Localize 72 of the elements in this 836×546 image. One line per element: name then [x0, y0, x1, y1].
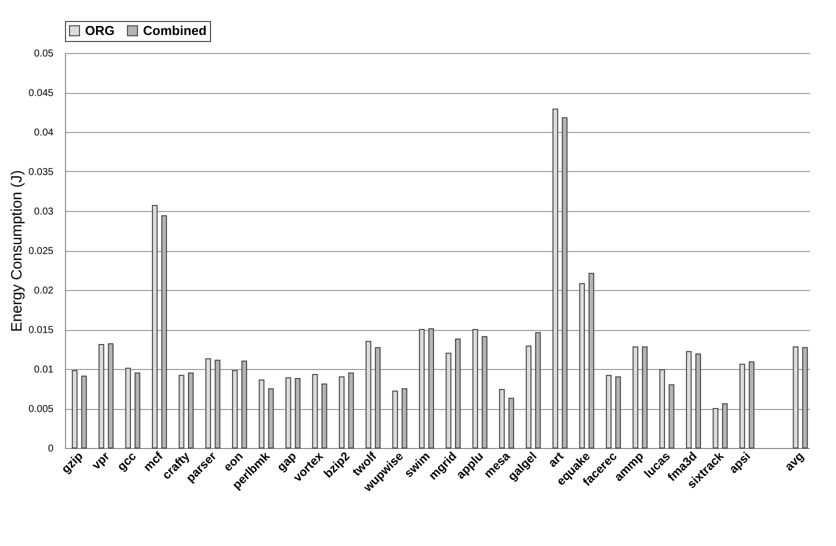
bar	[258, 380, 264, 448]
bar	[659, 369, 665, 448]
bar	[695, 353, 702, 448]
bar	[161, 215, 167, 448]
bar	[552, 108, 558, 448]
bar	[535, 332, 541, 448]
bar	[178, 374, 184, 448]
y-tick-label: 0.035	[28, 167, 54, 178]
x-tick-label: vpr	[89, 448, 112, 472]
bar	[606, 374, 612, 448]
y-axis-title: Energy Consumption (J)	[8, 170, 26, 332]
bar	[428, 328, 434, 448]
y-tick-label: 0.045	[28, 88, 54, 99]
bar	[615, 376, 621, 448]
bar	[686, 351, 692, 448]
bar	[285, 377, 292, 448]
bar	[134, 372, 140, 448]
bar	[642, 346, 648, 448]
bar	[499, 389, 505, 448]
y-tick-label: 0.01	[34, 364, 54, 376]
x-tick-label: gap	[274, 449, 300, 474]
bar	[268, 388, 274, 448]
bar	[366, 340, 372, 448]
bar	[712, 408, 718, 448]
bar	[588, 272, 594, 448]
bar	[312, 374, 318, 448]
bar	[472, 329, 478, 448]
bar	[152, 204, 158, 448]
bar	[418, 329, 425, 448]
bar	[205, 358, 212, 448]
bar	[632, 346, 638, 448]
bar	[748, 361, 754, 448]
bar	[508, 398, 514, 448]
bar	[374, 347, 381, 448]
bar	[668, 384, 674, 448]
bar	[98, 344, 104, 448]
bar	[455, 338, 461, 448]
bar	[214, 360, 220, 448]
bar	[526, 346, 532, 448]
bar	[125, 368, 131, 448]
bar	[338, 376, 345, 448]
legend-label: Combined	[143, 22, 207, 38]
y-tick-label: 0.005	[28, 404, 54, 415]
y-tick-label: 0.04	[34, 128, 54, 138]
y-tick-label: 0.015	[28, 325, 54, 336]
bar	[322, 384, 328, 448]
bar	[392, 390, 398, 448]
bar	[108, 343, 114, 448]
bar	[402, 388, 408, 448]
bar	[188, 372, 194, 448]
legend-label: ORG	[85, 22, 115, 38]
bar	[722, 403, 728, 448]
bar	[739, 364, 746, 448]
bar	[482, 336, 488, 448]
bar	[72, 370, 78, 448]
y-tick-label: 0.05	[34, 48, 54, 60]
bar	[348, 372, 354, 448]
y-tick-label: 0.02	[34, 286, 54, 296]
bar	[81, 376, 87, 448]
y-tick-label: 0	[48, 444, 54, 454]
y-tick-label: 0.03	[34, 206, 54, 218]
x-tick-label: avg	[782, 449, 806, 474]
bar	[792, 346, 798, 448]
bar	[562, 117, 568, 448]
bar	[446, 352, 452, 448]
bar	[241, 360, 248, 448]
bar	[802, 347, 808, 448]
bar	[294, 378, 300, 448]
bar	[579, 283, 585, 448]
x-tick-label: gcc	[114, 448, 140, 474]
y-tick-label: 0.025	[28, 246, 54, 257]
bar	[232, 370, 238, 448]
